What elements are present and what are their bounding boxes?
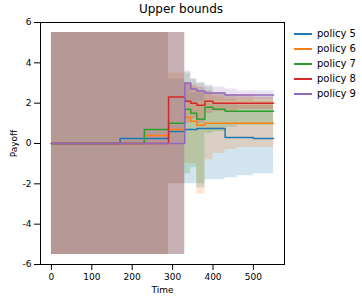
svg-text:Time: Time [150, 285, 173, 295]
svg-text:6: 6 [26, 18, 32, 27]
html-text:policy 5: policy 5 [317, 28, 356, 39]
svg-text:4: 4 [26, 58, 32, 68]
svg-text:500: 500 [245, 272, 262, 282]
svg-text:400: 400 [204, 272, 221, 282]
svg-text:-6: -6 [23, 259, 32, 269]
html-text:policy 6: policy 6 [317, 43, 356, 54]
svg-text:200: 200 [124, 272, 141, 282]
svg-text:2: 2 [26, 98, 32, 108]
svg-text:100: 100 [83, 272, 100, 282]
svg-text:-2: -2 [23, 179, 32, 189]
svg-text:300: 300 [164, 272, 181, 282]
svg-text:0: 0 [26, 138, 32, 148]
html-text:policy 9: policy 9 [317, 88, 356, 99]
svg-text:-4: -4 [23, 219, 32, 229]
svg-text:0: 0 [49, 272, 55, 282]
html-text:Upper bounds: Upper bounds [138, 2, 224, 16]
html-text:policy 8: policy 8 [317, 73, 356, 84]
svg-text:Payoff: Payoff [9, 129, 19, 157]
html-text:policy 7: policy 7 [317, 58, 356, 69]
